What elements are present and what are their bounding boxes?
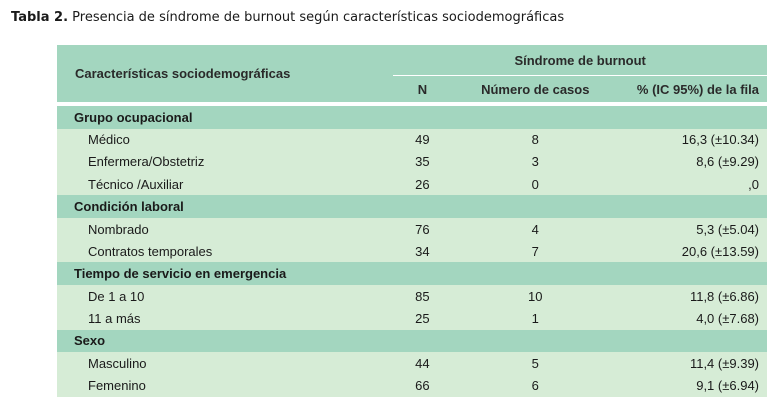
row-n: 35 [393,150,452,174]
table-row: Enfermera/Obstetriz 35 3 8,6 (±9.29) [57,150,767,174]
row-casos: 3 [451,150,620,174]
group-row: Sexo [57,329,767,353]
group-row: Grupo ocupacional [57,106,767,129]
burnout-table: Características sociodemográficas Síndro… [57,45,767,397]
header-characteristics: Características sociodemográficas [57,45,394,102]
header-row-2: N Número de casos % (IC 95%) de la fila [57,75,767,102]
group-label: Sexo [57,329,767,353]
row-n: 44 [393,352,452,375]
header-n: N [393,75,452,102]
row-casos: 0 [451,173,620,196]
row-pct: 11,4 (±9.39) [619,352,767,375]
table-row: Nombrado 76 4 5,3 (±5.04) [57,217,767,241]
row-name: Nombrado [57,217,394,241]
table-row: De 1 a 10 85 10 11,8 (±6.86) [57,284,767,308]
table-row: Femenino 66 6 9,1 (±6.94) [57,374,767,397]
row-name: Contratos temporales [57,240,394,263]
row-casos: 5 [451,352,620,375]
row-n: 25 [393,307,452,330]
row-pct: 4,0 (±7.68) [619,307,767,330]
row-n: 34 [393,240,452,263]
table-row: Masculino 44 5 11,4 (±9.39) [57,352,767,375]
row-casos: 1 [451,307,620,330]
row-n: 26 [393,173,452,196]
row-name: Técnico /Auxiliar [57,173,394,196]
row-pct: ,0 [619,173,767,196]
row-pct: 16,3 (±10.34) [619,128,767,151]
group-row: Condición laboral [57,195,767,218]
row-n: 76 [393,217,452,241]
caption-text: Presencia de síndrome de burnout según c… [68,10,565,25]
header-casos: Número de casos [451,75,620,102]
row-casos: 6 [451,374,620,397]
row-n: 66 [393,374,452,397]
table-row: Médico 49 8 16,3 (±10.34) [57,128,767,151]
header-row-1: Características sociodemográficas Síndro… [57,45,767,102]
row-n: 49 [393,128,452,151]
group-label: Grupo ocupacional [57,106,767,129]
row-pct: 20,6 (±13.59) [619,240,767,263]
table-row: Técnico /Auxiliar 26 0 ,0 [57,173,767,196]
table-row: Contratos temporales 34 7 20,6 (±13.59) [57,240,767,263]
row-casos: 4 [451,217,620,241]
row-casos: 8 [451,128,620,151]
row-pct: 5,3 (±5.04) [619,217,767,241]
row-name: Médico [57,128,394,151]
row-pct: 8,6 (±9.29) [619,150,767,174]
header-pct: % (IC 95%) de la fila [619,75,767,102]
group-label: Tiempo de servicio en emergencia [57,262,767,285]
row-pct: 9,1 (±6.94) [619,374,767,397]
row-casos: 7 [451,240,620,263]
row-casos: 10 [451,284,620,308]
table-row: 11 a más 25 1 4,0 (±7.68) [57,307,767,330]
row-name: Femenino [57,374,394,397]
row-name: Enfermera/Obstetriz [57,150,394,174]
row-name: Masculino [57,352,394,375]
row-name: De 1 a 10 [57,284,394,308]
row-n: 85 [393,284,452,308]
row-name: 11 a más [57,307,394,330]
group-row: Tiempo de servicio en emergencia [57,262,767,285]
table-caption: Tabla 2. Presencia de síndrome de burnou… [11,10,564,25]
header-separator [57,102,767,106]
header-burnout-group: Síndrome de burnout [393,45,767,76]
group-label: Condición laboral [57,195,767,218]
caption-label: Tabla 2. [11,10,69,25]
row-pct: 11,8 (±6.86) [619,284,767,308]
